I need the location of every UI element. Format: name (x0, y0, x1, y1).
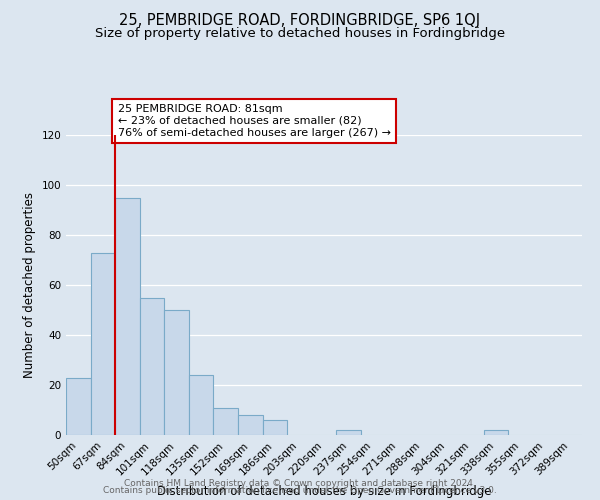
Text: Size of property relative to detached houses in Fordingbridge: Size of property relative to detached ho… (95, 28, 505, 40)
Bar (164, 310, 189, 435)
Bar (91, 252, 115, 435)
Bar (140, 298, 164, 435)
Y-axis label: Number of detached properties: Number of detached properties (23, 192, 36, 378)
X-axis label: Distribution of detached houses by size in Fordingbridge: Distribution of detached houses by size … (157, 485, 491, 498)
Text: Contains HM Land Registry data © Crown copyright and database right 2024.: Contains HM Land Registry data © Crown c… (124, 478, 476, 488)
Bar (66, 378, 91, 435)
Bar (115, 198, 140, 435)
Text: 25 PEMBRIDGE ROAD: 81sqm
← 23% of detached houses are smaller (82)
76% of semi-d: 25 PEMBRIDGE ROAD: 81sqm ← 23% of detach… (118, 104, 391, 138)
Text: 25, PEMBRIDGE ROAD, FORDINGBRIDGE, SP6 1QJ: 25, PEMBRIDGE ROAD, FORDINGBRIDGE, SP6 1… (119, 12, 481, 28)
Bar (189, 375, 214, 435)
Bar (238, 415, 263, 435)
Bar (214, 408, 238, 435)
Text: Contains public sector information licensed under the Open Government Licence v3: Contains public sector information licen… (103, 486, 497, 495)
Bar (263, 420, 287, 435)
Bar (336, 430, 361, 435)
Bar (484, 430, 508, 435)
